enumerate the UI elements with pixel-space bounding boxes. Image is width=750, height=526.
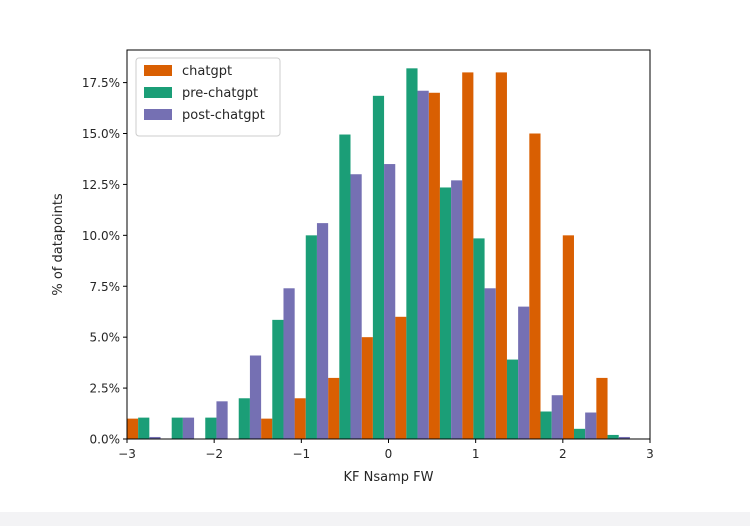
bar-pre-chatgpt-5 (305, 235, 317, 439)
bar-pre-chatgpt-13 (573, 428, 586, 439)
bar-pre-chatgpt-9 (439, 187, 452, 439)
bar-chatgpt-14 (596, 377, 608, 439)
x-axis-label: KF Nsamp FW (344, 470, 434, 485)
y-tick-label: 12.5% (82, 178, 120, 192)
bar-post-chatgpt-1 (182, 417, 195, 439)
bar-chatgpt-7 (361, 337, 373, 439)
y-tick-label: 2.5% (90, 382, 121, 396)
bar-chatgpt-4 (261, 418, 273, 439)
y-tick-label: 0.0% (90, 433, 121, 447)
legend: chatgpt pre-chatgpt post-chatgpt (135, 57, 281, 137)
x-axis-ticks: −3 −2 −1 0 1 2 3 (118, 439, 654, 461)
bar-chatgpt-11 (495, 72, 507, 440)
bar-chatgpt-0 (126, 418, 139, 439)
bar-post-chatgpt-2 (216, 401, 228, 439)
bar-pre-chatgpt-10 (473, 238, 485, 439)
legend-label-pre-chatgpt: pre-chatgpt (182, 86, 258, 101)
bar-chatgpt-8 (395, 316, 407, 439)
bars-group (126, 68, 630, 440)
legend-swatch-chatgpt (144, 65, 172, 76)
bar-post-chatgpt-7 (384, 164, 396, 440)
bar-chatgpt-5 (294, 398, 306, 439)
x-tick-label: 2 (559, 447, 567, 461)
bar-pre-chatgpt-0 (138, 417, 150, 439)
bar-post-chatgpt-0 (149, 436, 161, 439)
bar-pre-chatgpt-3 (238, 398, 250, 439)
legend-label-post-chatgpt: post-chatgpt (182, 108, 265, 123)
bar-post-chatgpt-14 (618, 436, 630, 439)
bar-post-chatgpt-4 (283, 288, 295, 439)
x-tick-label: 3 (646, 447, 654, 461)
bar-chatgpt-13 (562, 235, 574, 439)
y-tick-label: 10.0% (82, 229, 120, 243)
bar-pre-chatgpt-8 (406, 68, 418, 439)
y-tick-label: 15.0% (82, 127, 120, 141)
y-axis-label: % of datapoints (51, 193, 66, 296)
bar-pre-chatgpt-1 (171, 417, 183, 439)
bar-post-chatgpt-12 (551, 395, 563, 439)
bar-post-chatgpt-8 (417, 90, 429, 439)
legend-swatch-pre-chatgpt (144, 87, 172, 98)
legend-swatch-post-chatgpt (144, 109, 172, 120)
x-tick-label: −1 (292, 447, 310, 461)
y-axis-ticks: 0.0% 2.5% 5.0% 7.5% 10.0% 12.5% 15.0% 17.5% (82, 76, 127, 447)
bottom-strip (0, 512, 750, 526)
x-tick-label: 0 (385, 447, 393, 461)
bar-pre-chatgpt-7 (372, 95, 385, 439)
bar-post-chatgpt-10 (484, 288, 496, 439)
y-tick-label: 7.5% (90, 280, 121, 294)
bar-chatgpt-9 (428, 92, 440, 440)
x-tick-label: −3 (118, 447, 136, 461)
bar-pre-chatgpt-14 (607, 434, 619, 439)
x-tick-label: −2 (205, 447, 223, 461)
bar-chatgpt-12 (529, 133, 541, 439)
bar-chatgpt-10 (462, 72, 474, 440)
bar-post-chatgpt-5 (316, 223, 329, 439)
bar-post-chatgpt-3 (249, 355, 262, 439)
x-tick-label: 1 (472, 447, 480, 461)
bar-pre-chatgpt-2 (205, 417, 217, 439)
legend-label-chatgpt: chatgpt (182, 64, 232, 79)
bar-pre-chatgpt-6 (339, 134, 351, 439)
y-tick-label: 17.5% (82, 76, 120, 90)
bar-post-chatgpt-9 (451, 180, 463, 439)
bar-post-chatgpt-6 (350, 174, 362, 440)
bar-pre-chatgpt-12 (540, 411, 552, 439)
bar-post-chatgpt-13 (585, 412, 597, 439)
bar-post-chatgpt-11 (518, 306, 530, 439)
bar-chatgpt-6 (328, 377, 340, 439)
bar-pre-chatgpt-4 (272, 319, 284, 439)
y-tick-label: 5.0% (90, 331, 121, 345)
bar-pre-chatgpt-11 (506, 359, 519, 439)
